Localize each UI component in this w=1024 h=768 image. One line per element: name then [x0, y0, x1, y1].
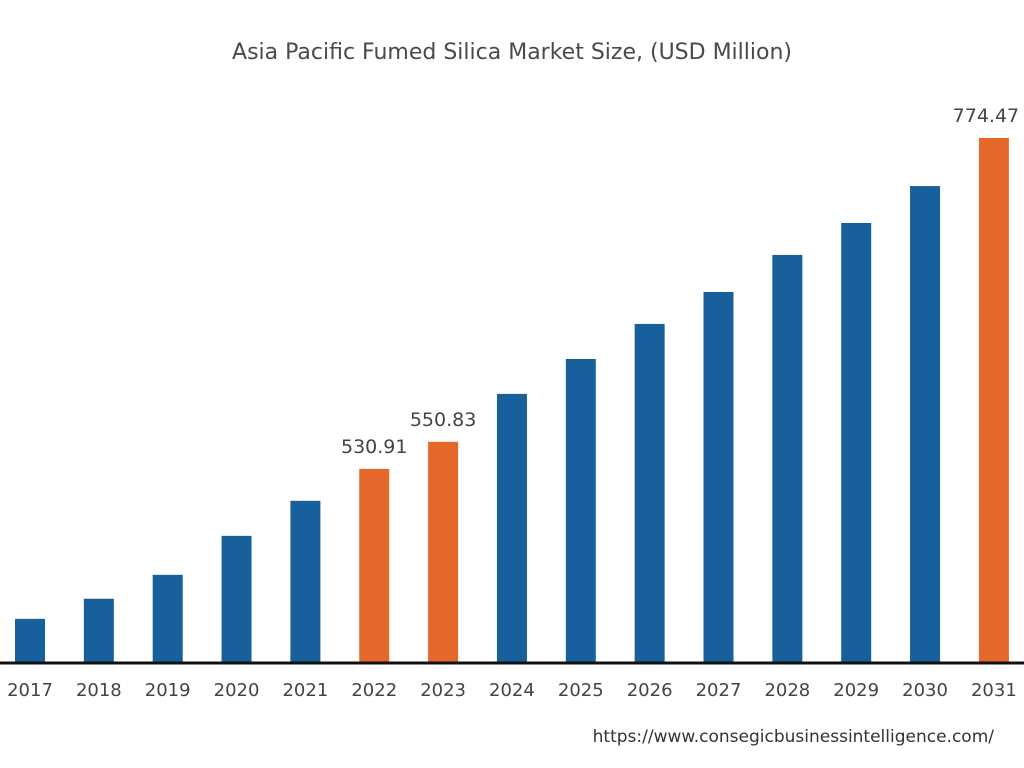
x-tick-label: 2017	[7, 680, 53, 701]
bar-2022	[359, 468, 390, 663]
bar-2030	[910, 186, 941, 664]
bar-2020	[221, 535, 252, 663]
bar-2023	[428, 441, 459, 663]
bar-2031	[978, 138, 1009, 663]
x-tick-label: 2029	[833, 680, 879, 701]
bar-2019	[152, 574, 183, 663]
x-tick-label: 2024	[489, 680, 535, 701]
x-tick-label: 2021	[282, 680, 328, 701]
x-tick-label: 2031	[971, 680, 1017, 701]
x-tick-label: 2030	[902, 680, 948, 701]
x-tick-label: 2025	[558, 680, 604, 701]
x-tick-label: 2026	[627, 680, 673, 701]
bar-2024	[496, 393, 527, 663]
x-tick-label: 2028	[764, 680, 810, 701]
bar-2017	[15, 618, 45, 663]
chart-title: Asia Pacific Fumed Silica Market Size, (…	[232, 40, 792, 65]
bar-2028	[772, 254, 803, 663]
bar-2025	[565, 358, 596, 663]
x-tick-label: 2019	[145, 680, 191, 701]
x-tick-label: 2020	[214, 680, 260, 701]
bar-2021	[290, 500, 321, 663]
x-tick-label: 2018	[76, 680, 122, 701]
x-tick-label: 2022	[351, 680, 397, 701]
bar-2026	[634, 323, 665, 663]
data-label: 774.47	[953, 105, 1019, 127]
bar-2029	[841, 222, 872, 664]
x-tick-label: 2023	[420, 680, 466, 701]
data-label: 550.83	[410, 409, 476, 431]
data-label: 530.91	[341, 436, 407, 458]
x-tick-label: 2027	[696, 680, 742, 701]
source-url[interactable]: https://www.consegicbusinessintelligence…	[592, 727, 994, 747]
bar-2027	[703, 292, 734, 663]
bar-2018	[83, 598, 114, 663]
